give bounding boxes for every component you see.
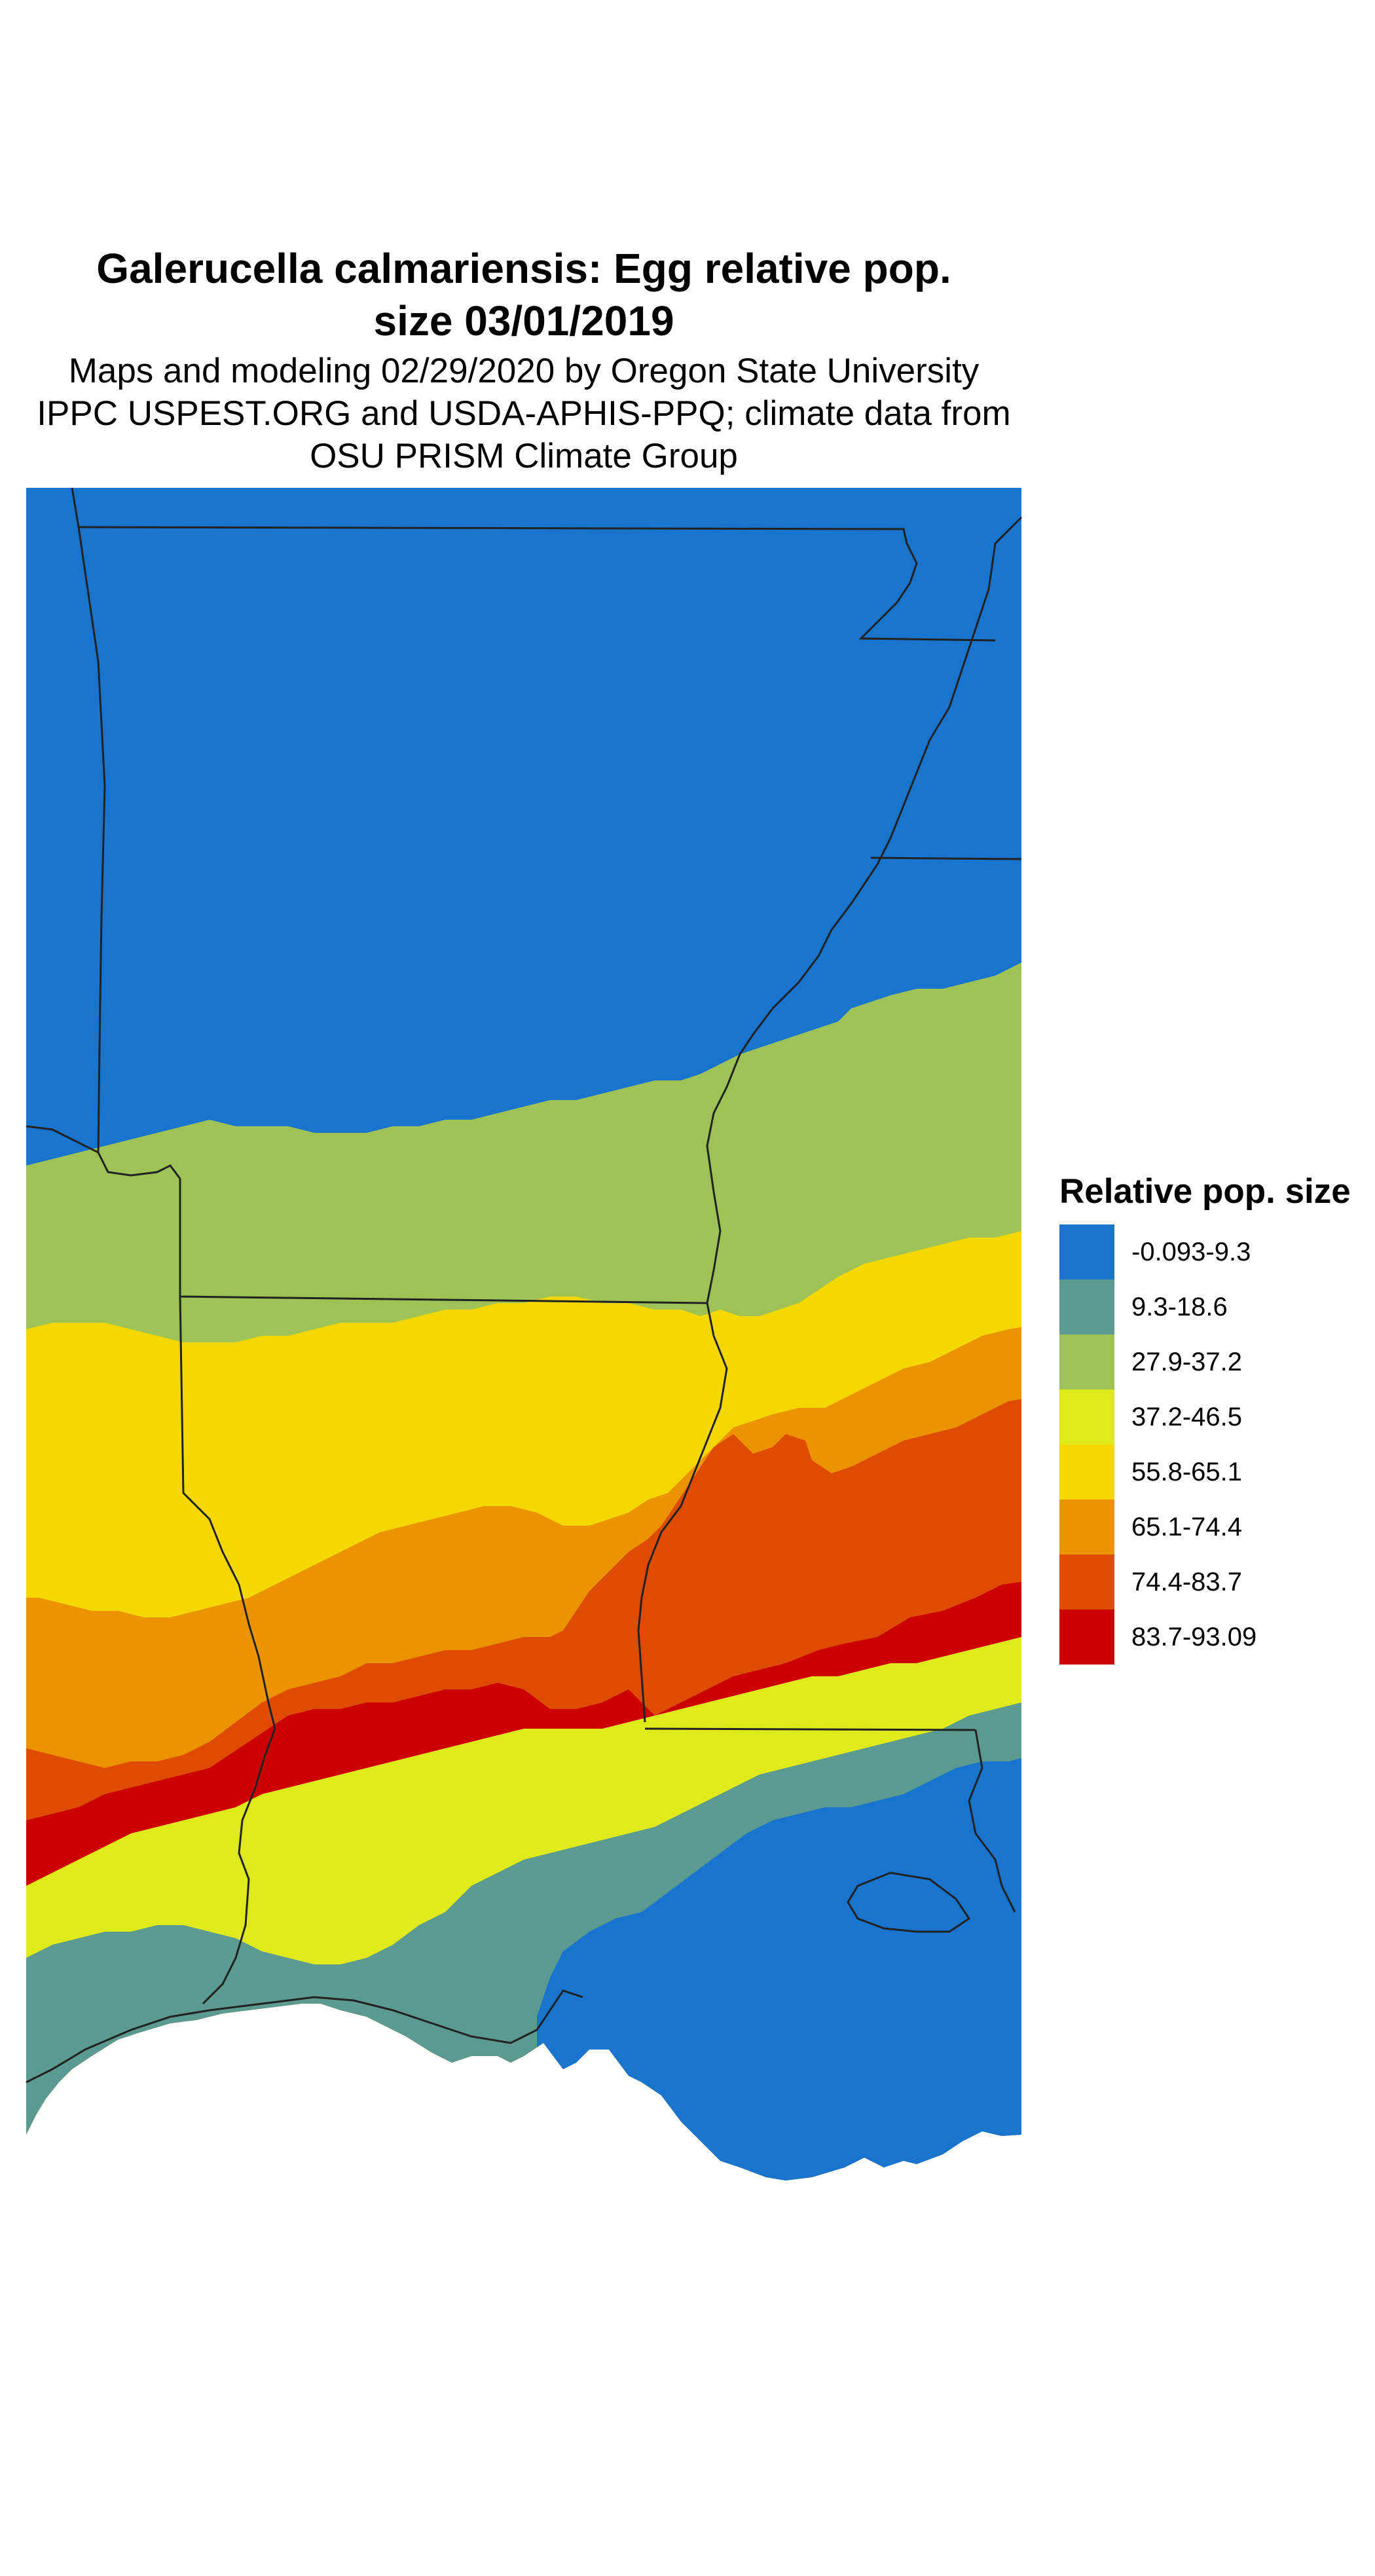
legend-label: 83.7-93.09 <box>1131 1623 1257 1651</box>
legend-label: 27.9-37.2 <box>1131 1348 1243 1376</box>
legend-label: 65.1-74.4 <box>1131 1513 1243 1541</box>
map-subtitle-line-1: Maps and modeling 02/29/2020 by Oregon S… <box>68 352 980 390</box>
legend-item: 74.4-83.7 <box>1059 1555 1334 1610</box>
legend-item: 37.2-46.5 <box>1059 1389 1334 1444</box>
mississippi-river <box>637 516 1023 1723</box>
legend-label: 9.3-18.6 <box>1131 1293 1228 1321</box>
arkansas-western-border <box>71 487 106 1153</box>
legend-swatch <box>1059 1555 1114 1610</box>
tennessee-mississippi-border <box>870 856 1022 860</box>
legend-label: -0.093-9.3 <box>1131 1238 1251 1266</box>
missouri-arkansas-border <box>78 526 996 642</box>
texas-louisiana-border <box>179 1296 276 2005</box>
map-title-line-1: Galerucella calmariensis: Egg relative p… <box>96 245 951 292</box>
legend-item: 83.7-93.09 <box>1059 1610 1334 1665</box>
legend-item: -0.093-9.3 <box>1059 1224 1334 1279</box>
map-subtitle-line-2: IPPC USPEST.ORG and USDA-APHIS-PPQ; clim… <box>37 394 1011 433</box>
legend-title: Relative pop. size <box>1059 1172 1351 1211</box>
pearl-river <box>968 1729 1016 1913</box>
legend-swatch <box>1059 1444 1114 1500</box>
legend-label: 37.2-46.5 <box>1131 1403 1243 1431</box>
legend-item: 65.1-74.4 <box>1059 1500 1334 1555</box>
legend-swatch <box>1059 1224 1114 1279</box>
color-bands <box>26 488 1021 2180</box>
map-subtitle-line-3: OSU PRISM Climate Group <box>310 437 738 475</box>
mississippi-louisiana-border <box>644 1727 976 1731</box>
legend-swatch <box>1059 1334 1114 1389</box>
legend-item: 9.3-18.6 <box>1059 1279 1334 1334</box>
lake-pontchartrain <box>847 1871 971 1933</box>
legend-swatch <box>1059 1500 1114 1555</box>
legend-swatch <box>1059 1279 1114 1334</box>
legend-item: 27.9-37.2 <box>1059 1334 1334 1389</box>
legend-swatch <box>1059 1610 1114 1665</box>
legend-label: 55.8-65.1 <box>1131 1458 1243 1486</box>
legend-item: 55.8-65.1 <box>1059 1444 1334 1500</box>
band-neg0-093-9-3-north <box>26 488 1021 1172</box>
map-title-line-2: size 03/01/2019 <box>373 297 674 344</box>
legend-label: 74.4-83.7 <box>1131 1568 1243 1596</box>
state-boundaries <box>26 487 1023 2084</box>
oklahoma-texas-red-river <box>26 1125 181 1179</box>
legend-swatch <box>1059 1389 1114 1444</box>
louisiana-coast <box>26 1989 583 2084</box>
